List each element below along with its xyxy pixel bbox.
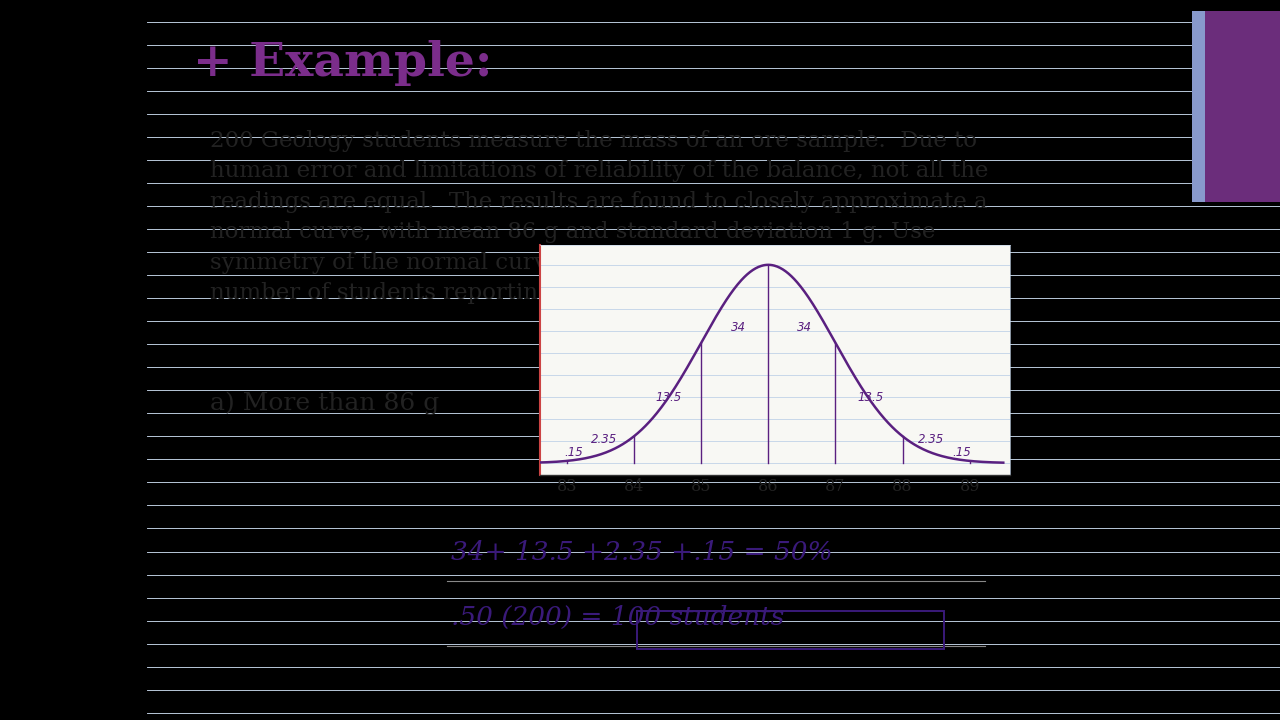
Bar [1192,11,1206,202]
Text: 2.35: 2.35 [590,433,617,446]
Bar [1206,11,1280,202]
Text: 34: 34 [731,321,746,334]
Text: 200 Geology students measure the mass of an ore sample.  Due to
human error and : 200 Geology students measure the mass of… [210,130,1006,304]
Text: 13.5: 13.5 [858,391,883,404]
Text: .15: .15 [952,446,972,459]
Text: 34+ 13.5 +2.35 +.15 = 50%: 34+ 13.5 +2.35 +.15 = 50% [451,540,832,565]
Text: + Example:: + Example: [192,40,492,86]
Text: a) More than 86 g: a) More than 86 g [210,392,439,415]
Text: 2.35: 2.35 [918,433,943,446]
Text: .50 (200) = 100 students: .50 (200) = 100 students [451,605,785,630]
Text: 34: 34 [797,321,812,334]
Text: .15: .15 [564,446,582,459]
Text: 13.5: 13.5 [655,391,682,404]
